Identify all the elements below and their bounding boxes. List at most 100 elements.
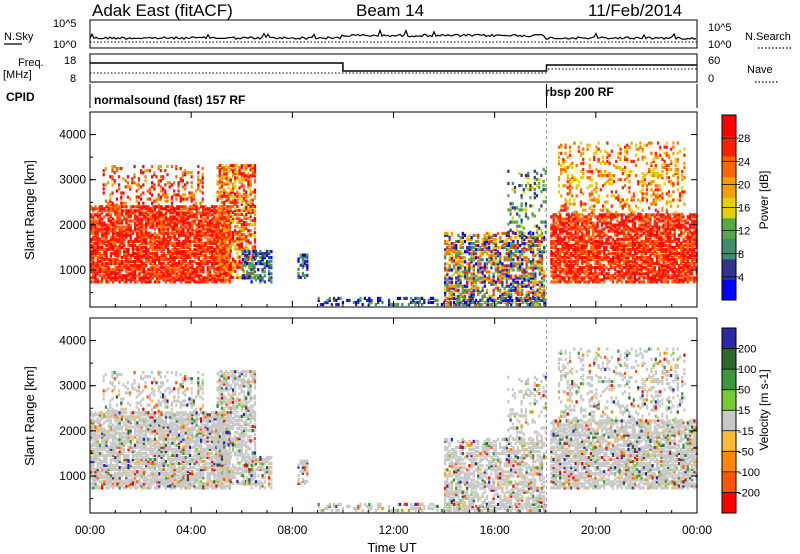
power-cell (510, 292, 513, 296)
power-cell (242, 176, 246, 180)
power-cell (540, 220, 543, 224)
power-cell (156, 276, 159, 280)
power-cell (234, 269, 237, 273)
power-cell (614, 223, 617, 227)
power-cell (189, 225, 192, 229)
power-cell (112, 233, 115, 237)
power-cell (474, 280, 478, 284)
power-cell (572, 227, 575, 231)
power-cell (501, 231, 504, 235)
power-cell (629, 276, 632, 280)
power-cell (554, 260, 557, 264)
power-cell (565, 249, 568, 254)
power-cell (125, 247, 128, 251)
power-cell (231, 267, 235, 271)
power-cell (620, 253, 623, 258)
power-cell (653, 219, 656, 223)
power-cell (532, 294, 535, 298)
power-cell (642, 276, 645, 280)
power-cell (444, 239, 447, 244)
power-cell (195, 268, 198, 272)
power-cell (251, 223, 254, 227)
power-cell (270, 266, 273, 270)
power-cell (249, 164, 252, 168)
power-cell (162, 276, 165, 280)
power-cell (90, 262, 93, 266)
power-cell (220, 186, 224, 190)
power-cell (587, 219, 590, 223)
power-cell (114, 231, 117, 235)
power-cell (116, 231, 119, 235)
power-cell (231, 188, 235, 192)
power-cell (492, 260, 495, 264)
power-cell (583, 249, 586, 254)
power-cell (257, 260, 260, 264)
power-cell (567, 233, 571, 237)
power-cell (98, 219, 101, 223)
power-cell (459, 282, 462, 286)
power-cell (181, 197, 184, 201)
power-cell (585, 268, 588, 272)
power-cell (197, 231, 200, 235)
power-cell (631, 262, 634, 266)
power-cell (540, 235, 544, 240)
power-cell (494, 242, 497, 246)
power-cell (518, 235, 522, 240)
power-cell (153, 274, 156, 278)
power-cell (561, 217, 564, 221)
power-cell (206, 237, 209, 241)
power-cell (167, 209, 170, 213)
power-cell (649, 219, 652, 223)
power-cell (490, 280, 493, 284)
power-cell (554, 235, 557, 239)
power-cell (521, 300, 524, 305)
power-cell (446, 242, 449, 246)
power-cell (556, 264, 560, 268)
power-cell (468, 264, 471, 268)
power-cell (618, 225, 621, 229)
power-cell (114, 225, 117, 229)
power-cell (463, 250, 467, 254)
power-cell (240, 229, 243, 233)
power-cell (228, 280, 231, 284)
power-cell (446, 262, 449, 266)
power-cell (514, 264, 517, 268)
power-cell (249, 188, 252, 192)
power-cell (477, 256, 480, 260)
power-cell (607, 262, 610, 266)
power-cell (651, 247, 654, 251)
power-cell (178, 235, 181, 239)
power-cell (167, 229, 170, 233)
power-cell (507, 235, 511, 240)
power-cell (647, 260, 650, 264)
power-cell (585, 239, 588, 243)
power-cell (540, 282, 544, 286)
power-cell (137, 201, 140, 205)
power-cell (92, 270, 95, 274)
power-cell (655, 233, 659, 237)
power-cell (647, 217, 650, 221)
power-cell (570, 235, 573, 239)
power-cell (532, 237, 535, 242)
power-cell (649, 229, 652, 233)
power-cell (494, 302, 497, 307)
power-cell (496, 286, 500, 290)
power-cell (145, 205, 148, 209)
power-cell (126, 181, 129, 185)
power-cell (211, 235, 214, 239)
power-cell (182, 221, 185, 225)
power-cell (585, 258, 588, 262)
power-cell (131, 205, 134, 209)
power-cell (112, 268, 115, 272)
power-cell (474, 233, 478, 237)
power-cell (105, 280, 108, 284)
power-cell (180, 260, 183, 264)
power-cell (450, 260, 453, 264)
power-cell (598, 278, 601, 282)
power-cell (651, 278, 654, 282)
power-cell (470, 266, 473, 270)
power-cell (544, 200, 547, 204)
power-cell (228, 256, 231, 260)
power-cell (563, 260, 566, 264)
power-cell (457, 256, 460, 260)
